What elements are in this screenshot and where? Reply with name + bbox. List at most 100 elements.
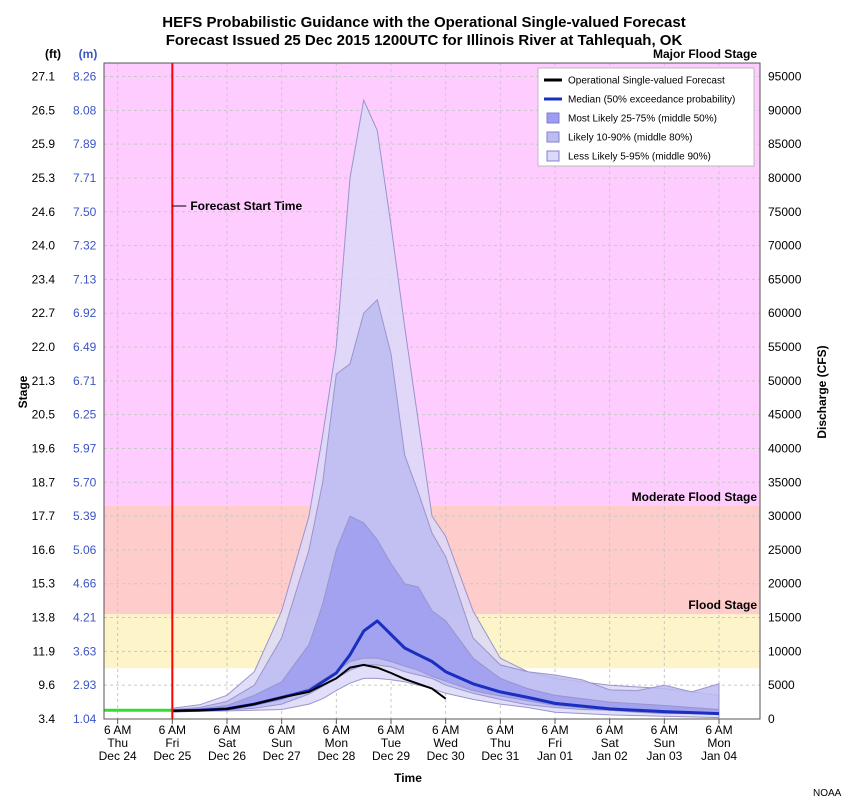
y-tick-ft-4: 15.3 <box>32 577 56 591</box>
y-tick-cfs-3: 15000 <box>768 611 802 625</box>
y-tick-m-13: 7.13 <box>73 272 97 286</box>
noaa-credit: NOAA <box>813 788 842 799</box>
x-tick-label-9-3: Jan 02 <box>592 749 628 763</box>
y-tick-cfs-1: 5000 <box>768 678 795 692</box>
x-tick-label-10-3: Jan 03 <box>646 749 682 763</box>
y-tick-m-17: 7.89 <box>73 137 97 151</box>
y-tick-cfs-6: 30000 <box>768 509 802 523</box>
y-tick-ft-12: 22.7 <box>32 306 56 320</box>
y-tick-m-5: 5.06 <box>73 543 97 557</box>
x-tick-label-11-2: Mon <box>707 736 730 750</box>
y-tick-cfs-5: 25000 <box>768 543 802 557</box>
y-tick-cfs-18: 90000 <box>768 103 802 117</box>
legend-label-3: Likely 10-90% (middle 80%) <box>568 133 693 144</box>
x-axis-title: Time <box>394 771 422 785</box>
legend-swatch-2 <box>546 112 560 124</box>
y-tick-ft-18: 26.5 <box>32 103 56 117</box>
y-tick-cfs-19: 95000 <box>768 70 802 84</box>
x-tick-label-4-1: 6 AM <box>323 723 350 737</box>
y-tick-cfs-14: 70000 <box>768 239 802 253</box>
y-tick-ft-15: 24.6 <box>32 205 56 219</box>
y-tick-ft-7: 18.7 <box>32 475 56 489</box>
x-tick-label-1-2: Fri <box>165 736 179 750</box>
flood-stage-labels: Flood Stage Moderate Flood Stage Major Flo… <box>632 47 758 612</box>
legend: Operational Single-valued Forecast Median… <box>537 67 755 167</box>
forecast-start-label: Forecast Start Time <box>190 199 302 213</box>
x-tick-label-8-1: 6 AM <box>541 723 568 737</box>
y-tick-cfs-4: 20000 <box>768 577 802 591</box>
y-tick-cfs-2: 10000 <box>768 644 802 658</box>
x-tick-label-0-1: 6 AM <box>104 723 131 737</box>
y-tick-cfs-17: 85000 <box>768 137 802 151</box>
y-tick-cfs-0: 0 <box>768 712 775 726</box>
y-axis-title-left: Stage <box>16 375 30 408</box>
x-tick-label-0-3: Dec 24 <box>99 749 137 763</box>
x-tick-label-8-2: Fri <box>548 736 562 750</box>
x-tick-label-10-1: 6 AM <box>651 723 678 737</box>
x-tick-label-3-2: Sun <box>271 736 292 750</box>
x-tick-label-5-3: Dec 29 <box>372 749 410 763</box>
axes: 3.4 1.04 0 9.6 2.93 5000 11.9 3.63 10000 13.8 4.21… <box>32 70 802 763</box>
y-tick-m-16: 7.71 <box>73 171 97 185</box>
y-tick-ft-3: 13.8 <box>32 611 56 625</box>
y-tick-cfs-12: 60000 <box>768 306 802 320</box>
flood-band-label-1: Moderate Flood Stage <box>632 490 758 504</box>
y-tick-cfs-7: 35000 <box>768 475 802 489</box>
x-tick-label-6-2: Wed <box>433 736 457 750</box>
x-tick-label-6-3: Dec 30 <box>427 749 465 763</box>
y-tick-m-19: 8.26 <box>73 70 97 84</box>
y-tick-ft-1: 9.6 <box>38 678 55 692</box>
legend-swatch-3 <box>546 131 560 143</box>
y-tick-cfs-10: 50000 <box>768 374 802 388</box>
y-tick-ft-0: 3.4 <box>38 712 55 726</box>
y-tick-m-1: 2.93 <box>73 678 97 692</box>
y-tick-cfs-11: 55000 <box>768 340 802 354</box>
y-tick-cfs-13: 65000 <box>768 272 802 286</box>
plot-frame <box>103 62 761 720</box>
y-tick-cfs-9: 45000 <box>768 408 802 422</box>
y-tick-ft-19: 27.1 <box>32 70 56 84</box>
legend-box <box>537 67 755 167</box>
y-tick-m-0: 1.04 <box>73 712 97 726</box>
x-tick-label-9-2: Sat <box>601 736 620 750</box>
x-tick-label-4-3: Dec 28 <box>317 749 355 763</box>
unit-m-label: (m) <box>79 47 98 61</box>
x-tick-label-2-1: 6 AM <box>213 723 240 737</box>
y-tick-cfs-8: 40000 <box>768 441 802 455</box>
y-tick-m-10: 6.71 <box>73 374 97 388</box>
y-tick-m-6: 5.39 <box>73 509 97 523</box>
x-tick-label-1-1: 6 AM <box>159 723 186 737</box>
y-tick-cfs-16: 80000 <box>768 171 802 185</box>
y-tick-m-3: 4.21 <box>73 611 97 625</box>
x-tick-label-3-1: 6 AM <box>268 723 295 737</box>
forecast-lines <box>104 619 720 716</box>
y-tick-m-4: 4.66 <box>73 577 97 591</box>
y-tick-ft-17: 25.9 <box>32 137 56 151</box>
y-tick-ft-10: 21.3 <box>32 374 56 388</box>
x-tick-label-4-2: Mon <box>325 736 348 750</box>
legend-label-4: Less Likely 5-95% (middle 90%) <box>568 152 711 163</box>
flood-band-label-2: Major Flood Stage <box>653 47 757 61</box>
flood-band-label-0: Flood Stage <box>688 598 757 612</box>
y-tick-ft-14: 24.0 <box>32 239 56 253</box>
y-tick-m-7: 5.70 <box>73 475 97 489</box>
legend-swatch-4 <box>546 150 560 162</box>
y-tick-ft-2: 11.9 <box>33 644 56 658</box>
x-tick-label-2-2: Sat <box>218 736 237 750</box>
x-tick-label-11-3: Jan 04 <box>701 749 737 763</box>
unit-ft-label: (ft) <box>45 47 61 61</box>
chart-title: HEFS Probabilistic Guidance with the Ope… <box>162 14 685 31</box>
y-tick-m-12: 6.92 <box>73 306 97 320</box>
y-axis-title-right: Discharge (CFS) <box>815 345 829 438</box>
y-tick-m-8: 5.97 <box>73 441 97 455</box>
x-tick-label-7-3: Dec 31 <box>481 749 519 763</box>
y-tick-cfs-15: 75000 <box>768 205 802 219</box>
y-tick-m-9: 6.25 <box>73 408 97 422</box>
y-tick-ft-5: 16.6 <box>32 543 56 557</box>
x-tick-label-6-1: 6 AM <box>432 723 459 737</box>
x-tick-label-0-2: Thu <box>107 736 128 750</box>
y-tick-ft-9: 20.5 <box>32 408 56 422</box>
y-tick-m-18: 8.08 <box>73 103 97 117</box>
legend-label-0: Operational Single-valued Forecast <box>568 76 725 87</box>
